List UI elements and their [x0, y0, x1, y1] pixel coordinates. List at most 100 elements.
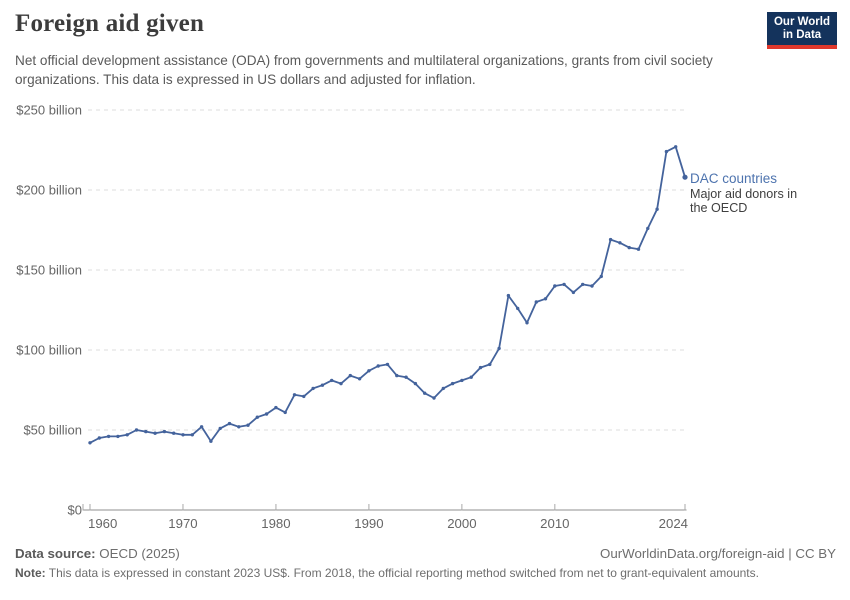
data-point-1966[interactable]	[144, 429, 148, 434]
data-point-2008[interactable]	[534, 300, 538, 304]
data-source-label: Data source:	[15, 546, 96, 561]
data-point-1992[interactable]	[385, 362, 390, 367]
data-point-2014[interactable]	[590, 284, 594, 288]
data-point-2017[interactable]	[618, 241, 622, 245]
data-point-1989[interactable]	[357, 377, 362, 381]
data-point-1991[interactable]	[376, 364, 380, 368]
data-source-value: OECD (2025)	[99, 546, 180, 561]
note-label: Note:	[15, 566, 46, 580]
data-point-2016[interactable]	[608, 237, 613, 242]
footer-source-row: Data source: OECD (2025) OurWorldinData.…	[15, 546, 836, 561]
data-point-1977[interactable]	[246, 423, 250, 427]
x-axis-group: 1960 1970 1980 1990 2000 2010 2024	[82, 504, 688, 531]
data-point-2009[interactable]	[543, 297, 548, 301]
data-point-1986[interactable]	[330, 378, 334, 383]
data-point-2023[interactable]	[674, 145, 678, 149]
data-point-1981[interactable]	[283, 410, 287, 415]
x-tick-label-2010: 2010	[540, 516, 569, 531]
y-tick-label-150: $150 billion	[16, 263, 82, 278]
data-point-1960[interactable]	[88, 441, 92, 445]
series-end-label: DAC countries Major aid donors in the OE…	[690, 171, 818, 215]
y-tick-label-250: $250 billion	[16, 103, 82, 118]
data-point-2001[interactable]	[469, 375, 473, 379]
data-point-1983[interactable]	[302, 394, 306, 399]
series-group	[88, 145, 688, 445]
x-tick-label-1960: 1960	[88, 516, 117, 531]
x-tick-label-2000: 2000	[447, 516, 476, 531]
data-point-1994[interactable]	[404, 375, 408, 379]
data-point-1987[interactable]	[339, 381, 343, 386]
data-point-1990[interactable]	[367, 369, 371, 373]
data-point-1998[interactable]	[441, 386, 445, 391]
data-point-1968[interactable]	[162, 429, 167, 434]
y-tick-label-50: $50 billion	[23, 423, 82, 438]
data-point-1996[interactable]	[423, 391, 427, 395]
data-point-2012[interactable]	[571, 290, 576, 295]
y-tick-label-0: $0	[68, 503, 82, 518]
data-point-1993[interactable]	[395, 373, 399, 378]
x-tick-label-1970: 1970	[168, 516, 197, 531]
x-tick-label-1980: 1980	[261, 516, 290, 531]
data-point-1962[interactable]	[106, 434, 111, 439]
owid-logo-line1: Our World	[773, 16, 830, 28]
data-point-1967[interactable]	[153, 431, 157, 435]
data-point-1979[interactable]	[264, 412, 269, 416]
data-point-1963[interactable]	[116, 434, 120, 439]
data-point-1975[interactable]	[227, 421, 232, 426]
owid-logo-line2: in Data	[782, 29, 822, 41]
data-point-1965[interactable]	[134, 428, 139, 432]
data-point-2013[interactable]	[581, 282, 585, 287]
data-point-2006[interactable]	[516, 306, 520, 311]
series-label-description: Major aid donors in the OECD	[690, 187, 798, 215]
series-label-dac-countries[interactable]: DAC countries	[690, 171, 778, 186]
footer-note: Note: This data is expressed in constant…	[15, 566, 836, 580]
data-point-2024[interactable]	[682, 174, 688, 180]
data-point-2005[interactable]	[506, 293, 511, 298]
chart-subtitle: Net official development assistance (ODA…	[15, 53, 713, 87]
data-point-2020[interactable]	[646, 226, 650, 231]
data-point-1978[interactable]	[255, 415, 259, 419]
data-point-1970[interactable]	[181, 433, 185, 437]
data-point-1972[interactable]	[199, 425, 204, 429]
data-point-2010[interactable]	[553, 284, 557, 288]
data-point-2019[interactable]	[636, 247, 641, 251]
data-point-1974[interactable]	[218, 426, 222, 431]
data-point-2002[interactable]	[478, 365, 483, 370]
data-point-2011[interactable]	[562, 282, 566, 287]
page-title: Foreign aid given	[15, 10, 205, 37]
data-point-2015[interactable]	[599, 274, 603, 279]
data-point-2007[interactable]	[525, 321, 529, 325]
note-text: This data is expressed in constant 2023 …	[48, 566, 759, 580]
data-point-1984[interactable]	[311, 386, 315, 391]
data-point-1964[interactable]	[125, 433, 129, 437]
data-point-1976[interactable]	[237, 425, 241, 429]
data-point-1988[interactable]	[348, 373, 352, 378]
data-point-2021[interactable]	[655, 207, 659, 211]
citation-link[interactable]: OurWorldinData.org/foreign-aid | CC BY	[599, 546, 836, 561]
data-point-1982[interactable]	[292, 393, 297, 397]
x-tick-label-2024: 2024	[659, 516, 688, 531]
data-point-2000[interactable]	[460, 378, 464, 383]
y-tick-label-200: $200 billion	[16, 183, 82, 198]
data-point-1969[interactable]	[172, 431, 176, 435]
owid-logo[interactable]: Our World in Data	[767, 12, 837, 49]
x-tick-label-1990: 1990	[354, 516, 383, 531]
data-point-1995[interactable]	[413, 381, 418, 386]
y-tick-label-100: $100 billion	[16, 343, 82, 358]
data-point-2004[interactable]	[497, 346, 501, 351]
data-point-1973[interactable]	[209, 439, 213, 443]
data-point-1980[interactable]	[274, 405, 278, 410]
data-source: Data source: OECD (2025)	[15, 546, 180, 561]
data-point-2018[interactable]	[627, 245, 631, 250]
data-point-1971[interactable]	[190, 433, 194, 437]
data-point-1997[interactable]	[432, 396, 436, 400]
data-point-1999[interactable]	[450, 381, 455, 386]
data-point-1961[interactable]	[97, 436, 102, 440]
gridlines-group: $0 $50 billion $100 billion $150 billion $20…	[16, 103, 687, 518]
series-line-dac-countries[interactable]	[89, 145, 686, 444]
data-point-2003[interactable]	[488, 362, 492, 367]
data-point-1985[interactable]	[320, 383, 325, 387]
data-point-2022[interactable]	[664, 149, 669, 154]
